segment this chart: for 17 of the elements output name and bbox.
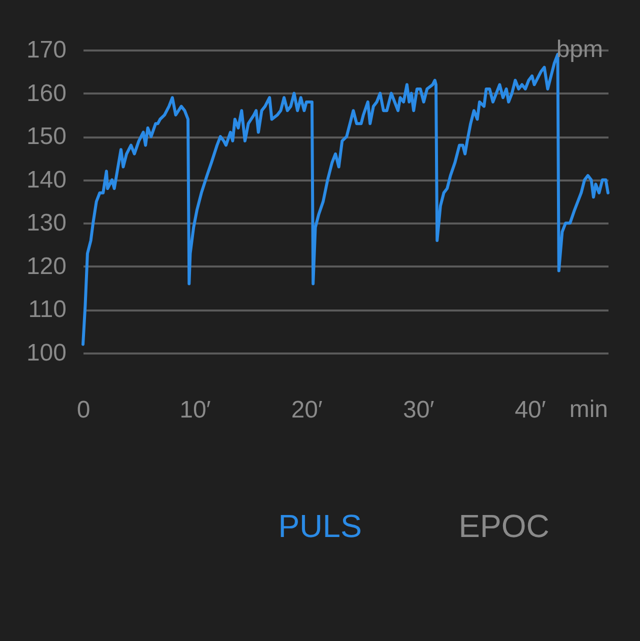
x-tick-label: 40′ (514, 396, 546, 424)
x-axis-title: min (569, 396, 608, 423)
y-axis-title: bpm (556, 36, 603, 63)
x-tick-label: 20′ (291, 396, 323, 424)
text: EPOC (458, 508, 550, 544)
y-tick-label: 150 (26, 123, 66, 150)
y-tick-label: 110 (28, 296, 66, 324)
y-tick-label: 100 (26, 340, 66, 366)
y-tick-label: 130 (26, 210, 66, 237)
x-tick-label: 30′ (403, 396, 435, 424)
x-tick-label: 10′ (180, 396, 212, 424)
y-tick-label: 160 (26, 80, 66, 107)
y-tick-label: 140 (26, 166, 66, 194)
y-tick-label: 170 (26, 36, 66, 64)
x-tick-label: 0 (76, 396, 90, 424)
y-tick-label: 120 (26, 252, 66, 280)
text: PULS (278, 508, 362, 544)
